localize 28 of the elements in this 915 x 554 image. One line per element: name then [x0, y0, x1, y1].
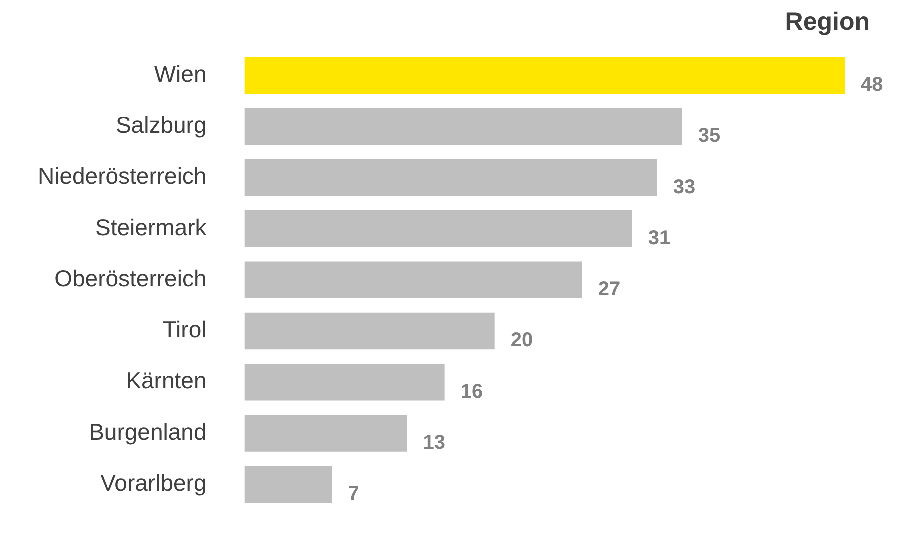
data-label: 13 [423, 432, 446, 454]
bar [244, 364, 445, 401]
bar [244, 262, 582, 299]
data-label: 35 [698, 125, 721, 148]
bar [244, 466, 332, 504]
y-tick-label: Kärnten [126, 368, 207, 394]
data-label: 48 [860, 74, 884, 96]
y-tick-label: Vorarlberg [100, 470, 207, 496]
data-label: 33 [673, 176, 696, 198]
data-label: 16 [460, 380, 484, 403]
chart-title: Region [785, 8, 870, 36]
y-tick-label: Tirol [162, 316, 207, 343]
y-tick-label: Niederösterreich [38, 163, 207, 190]
bar [244, 57, 845, 94]
y-tick-label: Burgenland [89, 418, 207, 445]
y-tick-label: Wien [154, 60, 207, 87]
data-label: 20 [510, 330, 534, 352]
data-label: 7 [348, 483, 360, 506]
bar [244, 312, 495, 350]
y-tick-label: Steiermark [96, 214, 208, 240]
data-label: 27 [598, 278, 621, 301]
bar [244, 159, 658, 196]
y-tick-label: Salzburg [116, 112, 207, 138]
data-label: 31 [648, 227, 671, 250]
bar [244, 210, 632, 248]
bar [244, 108, 682, 146]
bar [244, 415, 408, 452]
y-tick-label: Oberösterreich [54, 265, 207, 292]
